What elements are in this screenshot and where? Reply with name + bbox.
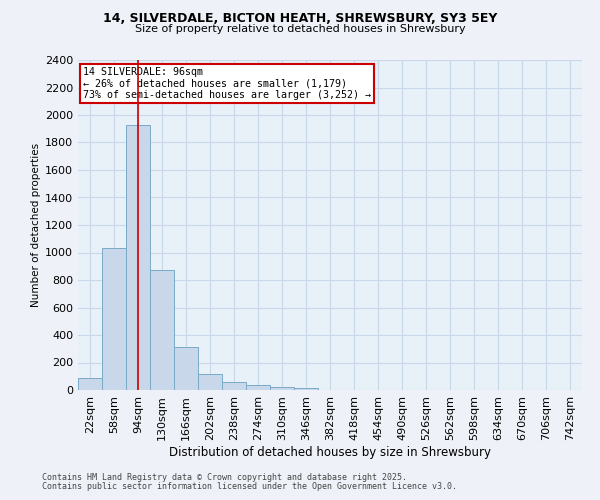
X-axis label: Distribution of detached houses by size in Shrewsbury: Distribution of detached houses by size … (169, 446, 491, 458)
Bar (126, 124, 150, 390)
Bar (102, 248, 126, 390)
Bar (294, 388, 318, 390)
Y-axis label: Number of detached properties: Number of detached properties (31, 143, 41, 307)
Bar (198, 374, 222, 390)
Text: Size of property relative to detached houses in Shrewsbury: Size of property relative to detached ho… (134, 24, 466, 34)
Bar (246, 384, 270, 390)
Bar (150, 270, 174, 390)
Bar (174, 346, 198, 390)
Text: Contains public sector information licensed under the Open Government Licence v3: Contains public sector information licen… (42, 482, 457, 491)
Bar (78, 378, 102, 390)
Bar (270, 386, 294, 390)
Text: 14 SILVERDALE: 96sqm
← 26% of detached houses are smaller (1,179)
73% of semi-de: 14 SILVERDALE: 96sqm ← 26% of detached h… (83, 66, 371, 100)
Text: 14, SILVERDALE, BICTON HEATH, SHREWSBURY, SY3 5EY: 14, SILVERDALE, BICTON HEATH, SHREWSBURY… (103, 12, 497, 26)
Text: Contains HM Land Registry data © Crown copyright and database right 2025.: Contains HM Land Registry data © Crown c… (42, 474, 407, 482)
Bar (222, 382, 246, 390)
